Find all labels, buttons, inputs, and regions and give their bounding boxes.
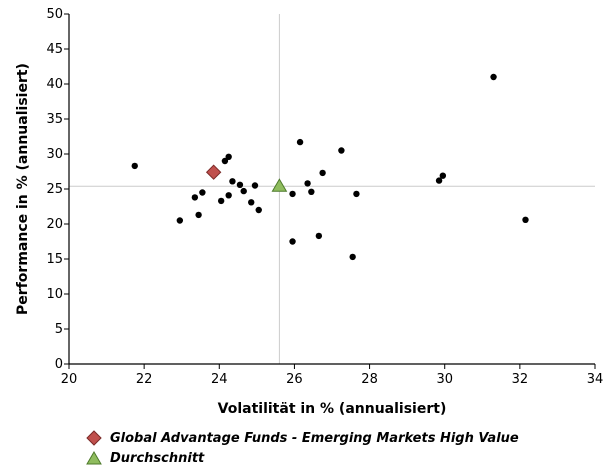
data-point xyxy=(353,190,360,198)
data-point xyxy=(236,181,244,188)
scatter-chart: 0 5 10 15 20 25 30 35 40 45 50 20 22 24 26 28 30 32 34 Vo… xyxy=(15,7,604,417)
y-tick-label: 15 xyxy=(46,252,63,267)
data-point xyxy=(199,189,206,196)
fund-point xyxy=(205,164,222,180)
y-axis-ticks: 0 5 10 15 20 25 30 35 40 45 50 xyxy=(46,7,69,372)
data-point xyxy=(176,217,184,224)
legend-item-average[interactable]: Durchschnitt xyxy=(86,448,519,468)
data-point xyxy=(435,177,443,184)
legend-label-average: Durchschnitt xyxy=(110,450,205,466)
data-point xyxy=(191,194,199,201)
y-tick-label: 0 xyxy=(55,357,63,372)
x-axis-ticks: 20 22 24 26 28 30 32 34 xyxy=(61,364,604,387)
data-point xyxy=(296,138,304,146)
y-tick-label: 30 xyxy=(46,147,63,162)
data-point xyxy=(195,211,202,219)
diamond-marker-icon xyxy=(86,430,102,446)
average-crosshair xyxy=(69,14,595,364)
y-tick-label: 10 xyxy=(46,287,63,302)
y-tick-label: 40 xyxy=(46,77,63,92)
y-tick-label: 35 xyxy=(46,112,63,127)
x-tick-label: 22 xyxy=(136,372,153,387)
data-point xyxy=(319,169,326,177)
data-point xyxy=(225,153,232,160)
y-tick-label: 50 xyxy=(46,7,63,22)
data-point xyxy=(131,162,138,170)
data-point xyxy=(490,73,497,81)
data-point xyxy=(251,182,259,189)
data-point xyxy=(248,199,255,206)
x-axis-title: Volatilität in % (annualisiert) xyxy=(218,401,447,417)
data-point xyxy=(315,232,323,240)
y-tick-label: 25 xyxy=(46,182,63,197)
data-point xyxy=(349,253,356,261)
data-point xyxy=(221,157,229,165)
data-point xyxy=(439,172,447,179)
x-tick-label: 26 xyxy=(286,372,303,387)
x-tick-label: 30 xyxy=(436,372,453,387)
y-tick-label: 45 xyxy=(46,42,63,57)
data-point xyxy=(225,192,232,199)
legend-label-fund: Global Advantage Funds - Emerging Market… xyxy=(110,430,519,446)
data-point xyxy=(304,180,311,187)
y-tick-label: 5 xyxy=(55,322,63,337)
data-point xyxy=(289,190,296,198)
y-tick-label: 20 xyxy=(46,217,63,232)
data-points xyxy=(131,73,529,261)
x-tick-label: 28 xyxy=(361,372,378,387)
data-point xyxy=(255,206,262,214)
data-point xyxy=(338,147,345,154)
data-point xyxy=(240,187,247,195)
x-tick-label: 24 xyxy=(211,372,228,387)
chart-legend: Global Advantage Funds - Emerging Market… xyxy=(86,428,519,468)
triangle-marker-icon xyxy=(86,451,102,465)
data-point xyxy=(217,197,225,205)
x-tick-label: 34 xyxy=(587,372,604,387)
data-point xyxy=(229,178,236,185)
x-tick-label: 20 xyxy=(61,372,78,387)
data-point xyxy=(522,216,529,223)
legend-item-fund[interactable]: Global Advantage Funds - Emerging Market… xyxy=(86,428,519,448)
data-point xyxy=(289,238,296,245)
data-point xyxy=(308,188,315,195)
x-tick-label: 32 xyxy=(512,372,529,387)
y-axis-title: Performance in % (annualisiert) xyxy=(15,63,31,315)
average-point xyxy=(271,178,288,192)
